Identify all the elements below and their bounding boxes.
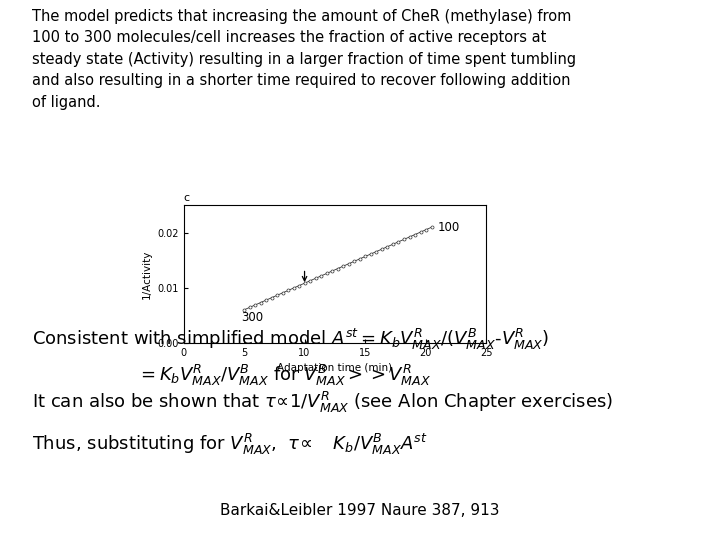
Text: It can also be shown that $\tau\!\propto\! 1/V^R_{MAX}$ (see Alon Chapter exerci: It can also be shown that $\tau\!\propto… <box>32 390 613 415</box>
Text: Thus, substituting for $V^R_{MAX}$,  $\tau\!\propto$   $K_b/V^B_{MAX}A^{st}$: Thus, substituting for $V^R_{MAX}$, $\ta… <box>32 432 428 457</box>
Text: Consistent with simplified model $A^{st} = K_bV^R_{MAX}/(V^B_{MAX}$-$V^R_{MAX})$: Consistent with simplified model $A^{st}… <box>32 327 550 352</box>
X-axis label: Adaptation time (min): Adaptation time (min) <box>277 363 392 373</box>
Text: 100: 100 <box>438 221 460 234</box>
Text: $= K_bV^R_{MAX}/V^B_{MAX}$ for $V^B_{MAX}>>V^R_{MAX}$: $= K_bV^R_{MAX}/V^B_{MAX}$ for $V^B_{MAX… <box>137 362 431 388</box>
Text: c: c <box>184 193 190 203</box>
Text: The model predicts that increasing the amount of CheR (methylase) from
100 to 30: The model predicts that increasing the a… <box>32 9 577 110</box>
Y-axis label: 1/Activity: 1/Activity <box>142 249 152 299</box>
Text: Barkai&Leibler 1997 Naure 387, 913: Barkai&Leibler 1997 Naure 387, 913 <box>220 503 500 518</box>
Text: 300: 300 <box>242 311 264 324</box>
